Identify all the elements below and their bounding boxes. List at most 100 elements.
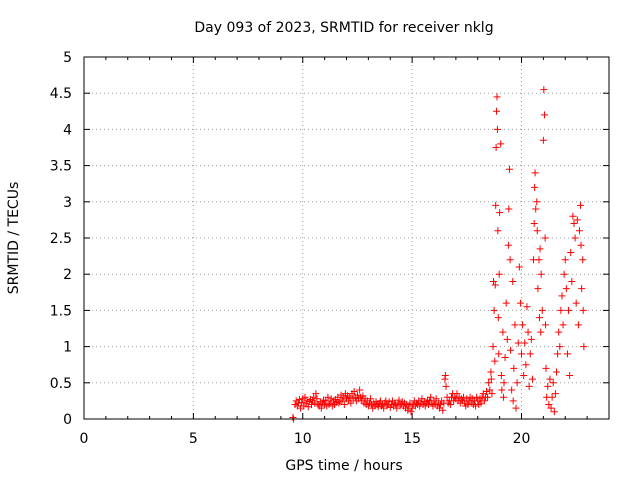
data-point <box>549 379 557 387</box>
data-point <box>494 227 502 235</box>
axis-tick-labels: 0 5 10 15 20 0 0.5 1 1.5 2 2.5 3 3.5 4 4.5 5 <box>50 50 531 447</box>
data-point <box>298 398 306 406</box>
data-point <box>546 375 554 383</box>
data-point <box>480 397 488 405</box>
data-point <box>407 408 415 416</box>
data-point <box>311 399 319 407</box>
y-tick-label: 2 <box>63 267 72 283</box>
data-point <box>528 375 536 383</box>
data-point <box>511 321 519 329</box>
data-point <box>339 393 347 401</box>
data-point <box>312 390 320 398</box>
data-point <box>540 111 548 119</box>
data-point <box>568 277 576 285</box>
data-point <box>509 397 517 405</box>
data-point <box>515 263 523 271</box>
y-tick-label: 1.5 <box>50 303 72 319</box>
data-point <box>313 395 321 403</box>
data-point <box>527 335 535 343</box>
data-point <box>487 375 495 383</box>
data-points <box>289 86 588 423</box>
data-point <box>524 328 532 336</box>
x-tick-label: 15 <box>403 431 421 447</box>
data-point <box>580 343 588 351</box>
data-point <box>491 357 499 365</box>
data-point <box>560 270 568 278</box>
data-point <box>565 306 573 314</box>
data-point <box>499 328 507 336</box>
y-tick-label: 3.5 <box>50 159 72 175</box>
data-point <box>535 256 543 264</box>
data-point <box>338 396 346 404</box>
data-point <box>539 136 547 144</box>
data-point <box>395 396 403 404</box>
data-point <box>578 285 586 293</box>
data-point <box>484 393 492 401</box>
data-point <box>492 144 500 151</box>
data-point <box>472 402 480 410</box>
data-point <box>364 402 372 410</box>
x-tick-label: 10 <box>294 431 312 447</box>
data-point <box>579 256 587 264</box>
data-point <box>500 379 508 387</box>
data-point <box>574 321 582 329</box>
data-point <box>485 379 493 387</box>
data-point <box>488 390 496 398</box>
data-point <box>356 386 364 394</box>
data-point <box>490 277 497 285</box>
data-point <box>519 321 527 329</box>
data-point <box>495 270 503 278</box>
data-point <box>533 227 541 235</box>
data-point <box>557 306 565 314</box>
data-point <box>555 328 563 336</box>
data-point <box>382 397 390 405</box>
data-point <box>504 241 512 249</box>
data-point <box>559 321 567 329</box>
x-axis-label: GPS time / hours <box>285 458 402 474</box>
data-point <box>317 404 325 412</box>
data-point <box>324 393 332 401</box>
data-point <box>507 346 515 354</box>
grid-lines <box>84 57 609 419</box>
data-point <box>497 140 505 148</box>
x-tick-label: 20 <box>513 431 531 447</box>
y-tick-label: 1 <box>63 340 72 356</box>
data-point <box>542 364 550 372</box>
data-point <box>540 86 548 94</box>
data-point <box>493 107 501 115</box>
data-point <box>496 209 504 217</box>
data-point <box>489 343 497 351</box>
data-point <box>510 364 518 372</box>
data-point <box>461 399 469 407</box>
data-point <box>322 397 330 405</box>
data-point <box>493 93 501 101</box>
data-point <box>545 401 553 409</box>
data-point <box>521 339 529 347</box>
data-point <box>427 393 435 401</box>
data-point <box>554 350 562 358</box>
data-point <box>425 401 433 409</box>
data-point <box>551 390 559 398</box>
data-point <box>563 350 571 358</box>
data-point <box>383 402 391 410</box>
y-tick-label: 2.5 <box>50 231 72 247</box>
data-point <box>562 285 570 293</box>
data-point <box>301 393 309 401</box>
data-point <box>505 205 513 213</box>
data-point <box>487 368 495 376</box>
data-point <box>541 234 549 242</box>
data-point <box>569 212 577 220</box>
y-tick-label: 3 <box>63 195 72 211</box>
y-tick-label: 0.5 <box>50 376 72 392</box>
data-point <box>512 404 520 412</box>
data-point <box>548 393 556 401</box>
data-point <box>531 183 539 191</box>
data-point <box>335 399 343 407</box>
data-point <box>505 165 513 173</box>
x-tick-label: 5 <box>189 431 198 447</box>
data-point <box>350 387 358 395</box>
data-point <box>502 299 510 307</box>
data-point <box>534 285 542 293</box>
data-point <box>514 339 522 347</box>
data-point <box>558 292 566 300</box>
